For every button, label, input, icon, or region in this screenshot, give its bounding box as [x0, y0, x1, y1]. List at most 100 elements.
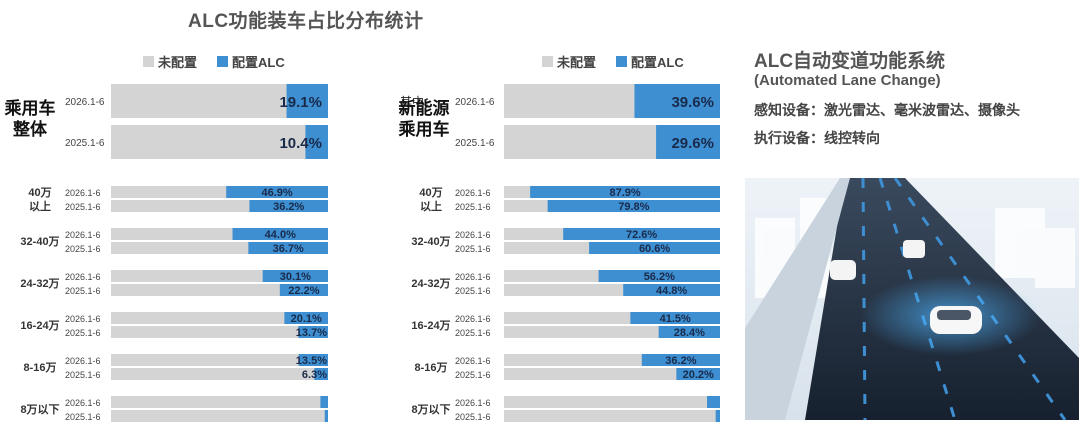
bar-configured: [249, 200, 328, 212]
sensing-devices: 感知设备：激光雷达、毫米波雷达、摄像头: [754, 102, 1020, 118]
segment-label: 8-16万: [23, 361, 56, 374]
bar-configured: [634, 84, 720, 118]
data-label: 22.2%: [288, 285, 319, 297]
data-label: 87.9%: [609, 187, 640, 199]
period-label: 2025.1-6: [455, 412, 491, 422]
legend-item-unconfigured: 未配置: [542, 52, 596, 71]
data-label: 6.3%: [302, 369, 327, 381]
data-label: 36.2%: [273, 201, 304, 213]
segment-label: 40万: [419, 186, 442, 199]
period-label: 2025.1-6: [65, 244, 101, 254]
legend-swatch-configured: [217, 56, 229, 67]
data-label: 20.2%: [683, 369, 714, 381]
legend-item-configured: 配置ALC: [616, 52, 684, 71]
bar-unconfigured: [111, 326, 328, 338]
bar-configured: [320, 396, 328, 408]
bar-unconfigured: [111, 284, 328, 296]
segment-label: 32-40万: [411, 235, 450, 248]
segment-label: 16-24万: [411, 319, 450, 332]
bar-unconfigured: [111, 410, 328, 422]
bar-configured: [623, 284, 720, 296]
segment-label: 8-16万: [414, 361, 447, 374]
bar-configured: [658, 326, 720, 338]
legend-label-configured: 配置ALC: [232, 55, 285, 70]
road-scene-illustration: [745, 178, 1079, 420]
actuation-devices: 执行设备：线控转向: [754, 130, 880, 146]
period-label: 2025.1-6: [65, 138, 105, 149]
segment-label: 40万: [28, 186, 51, 199]
segment-label: 以上: [420, 199, 442, 213]
bar-configured: [286, 84, 328, 118]
data-label: 29.6%: [671, 135, 714, 152]
data-label: 44.0%: [265, 229, 296, 241]
group-label: 乘用车: [4, 98, 56, 118]
data-label: 39.6%: [671, 94, 714, 111]
bar-configured: [676, 368, 720, 380]
segment-label: 32-40万: [20, 235, 59, 248]
legend-swatch-configured: [616, 56, 628, 67]
side-subtitle: (Automated Lane Change): [754, 72, 941, 89]
bar-configured: [630, 312, 720, 324]
bar-configured: [314, 368, 328, 380]
period-label: 2026.1-6: [65, 97, 105, 108]
bar-configured: [226, 186, 328, 198]
period-label: 2026.1-6: [65, 272, 101, 282]
period-label: 2026.1-6: [65, 230, 101, 240]
period-label: 2026.1-6: [65, 188, 101, 198]
bar-configured: [530, 186, 720, 198]
data-label: 36.7%: [273, 243, 304, 255]
period-label: 2026.1-6: [455, 230, 491, 240]
bar-configured: [715, 410, 720, 422]
period-label: 2025.1-6: [65, 328, 101, 338]
bar-configured: [641, 354, 720, 366]
bar-unconfigured: [111, 312, 328, 324]
period-label: 2026.1-6: [65, 398, 101, 408]
period-label: 2026.1-6: [455, 97, 495, 108]
bar-configured: [298, 354, 328, 366]
segment-label: 8万以下: [411, 403, 450, 416]
period-label: 2026.1-6: [455, 398, 491, 408]
data-label: 10.4%: [279, 135, 322, 152]
road-scene-image: [745, 178, 1079, 420]
bar-configured: [248, 242, 328, 254]
bar-configured: [284, 312, 328, 324]
data-label: 60.6%: [639, 243, 670, 255]
bar-configured: [324, 410, 328, 422]
data-label: 56.2%: [644, 271, 675, 283]
group-label: 整体: [13, 119, 48, 139]
period-label: 2025.1-6: [455, 370, 491, 380]
data-label: 79.8%: [618, 201, 649, 213]
period-label: 2025.1-6: [455, 328, 491, 338]
data-label: 13.7%: [296, 327, 327, 339]
bar-configured: [547, 200, 720, 212]
period-label: 2025.1-6: [65, 202, 101, 212]
bar-unconfigured: [504, 410, 720, 422]
legend-swatch-unconfigured: [542, 56, 553, 67]
segment-label: 以上: [29, 199, 51, 213]
group-label: 新能源: [399, 98, 450, 118]
bar-configured: [279, 284, 328, 296]
period-label: 2026.1-6: [455, 356, 491, 366]
legend-label-configured: 配置ALC: [631, 55, 684, 70]
bar-configured: [598, 270, 720, 282]
period-label: 2025.1-6: [65, 412, 101, 422]
bar-configured: [298, 326, 328, 338]
period-label: 2026.1-6: [455, 272, 491, 282]
period-label: 2026.1-6: [65, 314, 101, 324]
bar-configured: [262, 270, 328, 282]
legend-label-unconfigured: 未配置: [557, 55, 597, 70]
legend-left: 未配置 配置ALC: [143, 52, 299, 71]
segment-label: 24-32万: [20, 277, 59, 290]
data-label: 28.4%: [674, 327, 705, 339]
legend-swatch-unconfigured: [143, 56, 154, 67]
data-label: 36.2%: [665, 355, 696, 367]
bar-configured: [656, 125, 720, 159]
bar-unconfigured: [111, 396, 328, 408]
group-prefix: 其中：: [400, 94, 436, 109]
bar-configured: [563, 228, 720, 240]
legend-item-unconfigured: 未配置: [143, 52, 197, 71]
bar-unconfigured: [504, 368, 720, 380]
legend-right: 未配置 配置ALC: [542, 52, 698, 71]
segment-label: 24-32万: [411, 277, 450, 290]
